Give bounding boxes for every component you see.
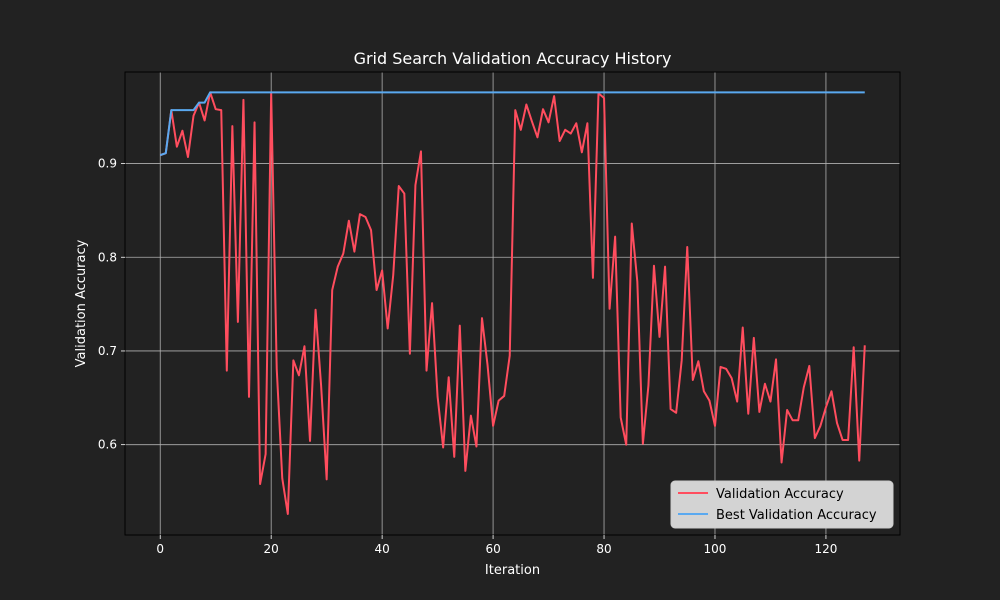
y-axis: 0.6 0.7 0.8 0.9: [98, 157, 125, 452]
legend-label: Validation Accuracy: [716, 487, 844, 502]
x-tick-label: 60: [485, 542, 500, 556]
y-tick-label: 0.8: [98, 250, 117, 264]
y-tick-label: 0.7: [98, 344, 117, 358]
x-tick-label: 0: [156, 542, 164, 556]
x-tick-label: 40: [374, 542, 389, 556]
legend-label: Best Validation Accuracy: [716, 508, 877, 523]
x-tick-label: 80: [596, 542, 611, 556]
plot-area: [125, 72, 900, 535]
x-tick-label: 120: [814, 542, 837, 556]
y-tick-label: 0.9: [98, 157, 117, 171]
legend: Validation Accuracy Best Validation Accur…: [670, 480, 894, 529]
series-line-best-validation-accuracy: [159, 91, 865, 157]
x-tick-label: 100: [704, 542, 727, 556]
y-tick-label: 0.6: [98, 438, 117, 452]
y-axis-label: Validation Accuracy: [74, 239, 89, 367]
series-line-validation-accuracy: [159, 91, 866, 516]
x-axis: 0 20 40 60 80 100 120: [156, 535, 837, 556]
plot-frame: [124, 71, 901, 536]
x-axis-label: Iteration: [485, 563, 540, 578]
x-tick-label: 20: [264, 542, 279, 556]
chart-title: Grid Search Validation Accuracy History: [354, 49, 672, 68]
legend-box: [670, 480, 894, 529]
series-layer: [159, 91, 866, 516]
